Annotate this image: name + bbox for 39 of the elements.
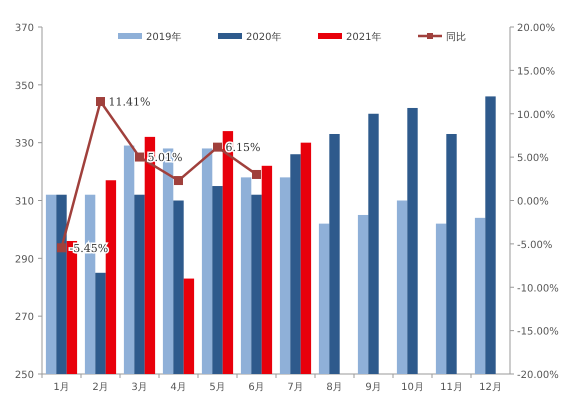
point xyxy=(135,152,144,162)
x-tick-label: 11月 xyxy=(440,382,463,393)
x-tick-label: 3月 xyxy=(131,382,148,393)
x-tick-label: 5月 xyxy=(209,382,226,393)
x-tick-label: 8月 xyxy=(326,382,343,393)
y2-tick-label: 5.00% xyxy=(517,153,549,164)
y2-tick-label: -5.00% xyxy=(517,240,552,251)
point xyxy=(213,142,222,152)
y-tick-label: 250 xyxy=(14,370,34,381)
x-tick-label: 7月 xyxy=(287,382,304,393)
y-tick-label: 310 xyxy=(14,196,34,208)
x-tick-label: 2月 xyxy=(92,382,109,393)
x-tick-label: 6月 xyxy=(248,382,265,393)
legend-label: 2021年 xyxy=(346,31,382,43)
data-label: 11.41% xyxy=(108,96,150,109)
x-tick-label: 10月 xyxy=(401,382,424,393)
y-tick-label: 270 xyxy=(14,312,34,324)
legend-label: 2019年 xyxy=(146,31,182,43)
y2-tick-label: 20.00% xyxy=(517,23,556,34)
point xyxy=(57,243,66,252)
legend-label: 同比 xyxy=(446,31,466,43)
y-tick-label: 330 xyxy=(14,138,34,150)
y2-tick-label: 0.00% xyxy=(517,196,549,208)
y2-tick-label: 15.00% xyxy=(517,66,556,78)
point xyxy=(174,176,183,186)
y2-tick-label: 10.00% xyxy=(517,110,556,121)
x-tick-label: 1月 xyxy=(53,382,70,393)
y-tick-label: 370 xyxy=(14,23,34,34)
y-tick-label: 290 xyxy=(14,254,34,266)
x-tick-label: 9月 xyxy=(365,382,382,393)
x-tick-label: 4月 xyxy=(170,382,187,393)
x-tick-label: 12月 xyxy=(479,382,502,393)
legend-label: 2020年 xyxy=(246,31,282,43)
y-tick-label: 350 xyxy=(14,80,34,92)
y2-tick-label: -15.00% xyxy=(517,326,559,338)
y2-tick-label: -10.00% xyxy=(517,283,559,294)
point xyxy=(252,170,261,179)
y2-tick-label: -20.00% xyxy=(517,370,559,381)
point xyxy=(96,97,105,106)
